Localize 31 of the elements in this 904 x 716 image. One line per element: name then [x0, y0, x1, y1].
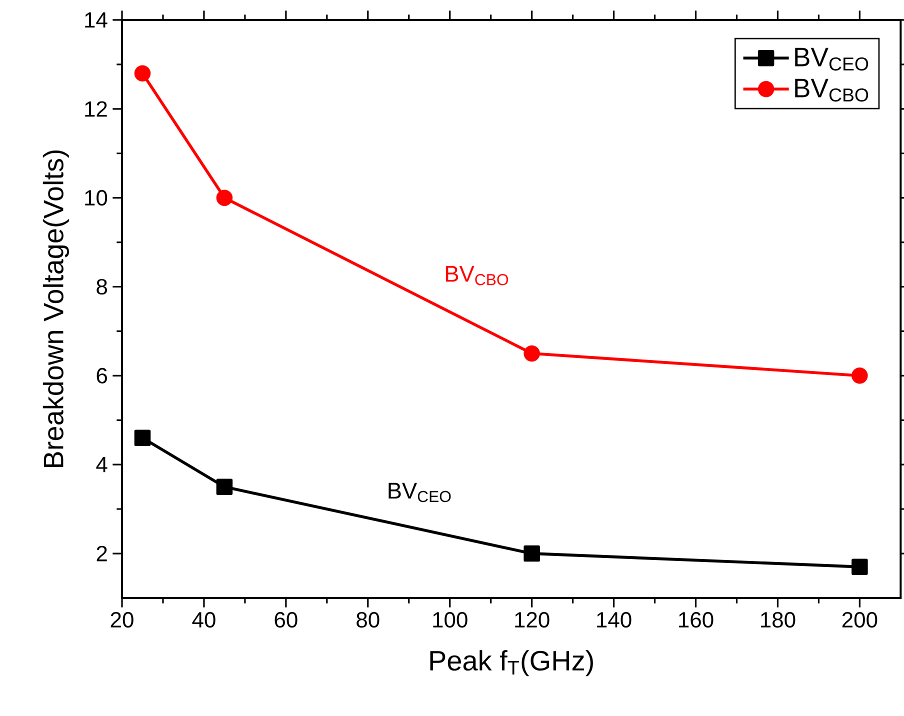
point — [216, 478, 233, 495]
y-tick-label: 12 — [85, 101, 107, 117]
point — [524, 545, 540, 562]
y-tick-label: 4 — [96, 457, 108, 472]
x-tick-label: 120 — [515, 612, 550, 628]
x-tick-label: 20 — [110, 612, 134, 628]
x-tick-label: 180 — [761, 612, 796, 628]
point — [134, 65, 151, 82]
x-tick-label: 40 — [192, 612, 216, 628]
legend-label: BV$_{CEO}$ — [795, 48, 868, 71]
point — [852, 368, 868, 384]
legend-label: BV$_{CBO}$ — [795, 78, 868, 102]
y-tick-label: 10 — [85, 190, 108, 206]
y-tick-label: 6 — [96, 368, 107, 384]
y-tick-label: 14 — [85, 12, 108, 28]
x-tick-label: 60 — [274, 612, 298, 628]
y-axis-title: Breakdown Voltage(Volts) — [42, 150, 70, 467]
y-tick-label: 2 — [96, 546, 107, 562]
point — [852, 558, 868, 575]
annotation: BV$_{CBO}$ — [446, 266, 508, 286]
point — [134, 430, 151, 446]
y-tick-label: 8 — [96, 278, 107, 295]
point — [216, 190, 233, 206]
x-tick-label: 80 — [356, 612, 380, 628]
x-tick-label: 160 — [679, 612, 714, 628]
x-tick-label: 200 — [842, 612, 878, 628]
x-axis-title: Peak f$_{T}$(GHz) — [430, 650, 593, 676]
point — [524, 345, 540, 362]
x-tick-label: 140 — [597, 612, 632, 628]
x-tick-label: 100 — [433, 612, 468, 628]
annotation: BV$_{CEO}$ — [388, 482, 451, 502]
